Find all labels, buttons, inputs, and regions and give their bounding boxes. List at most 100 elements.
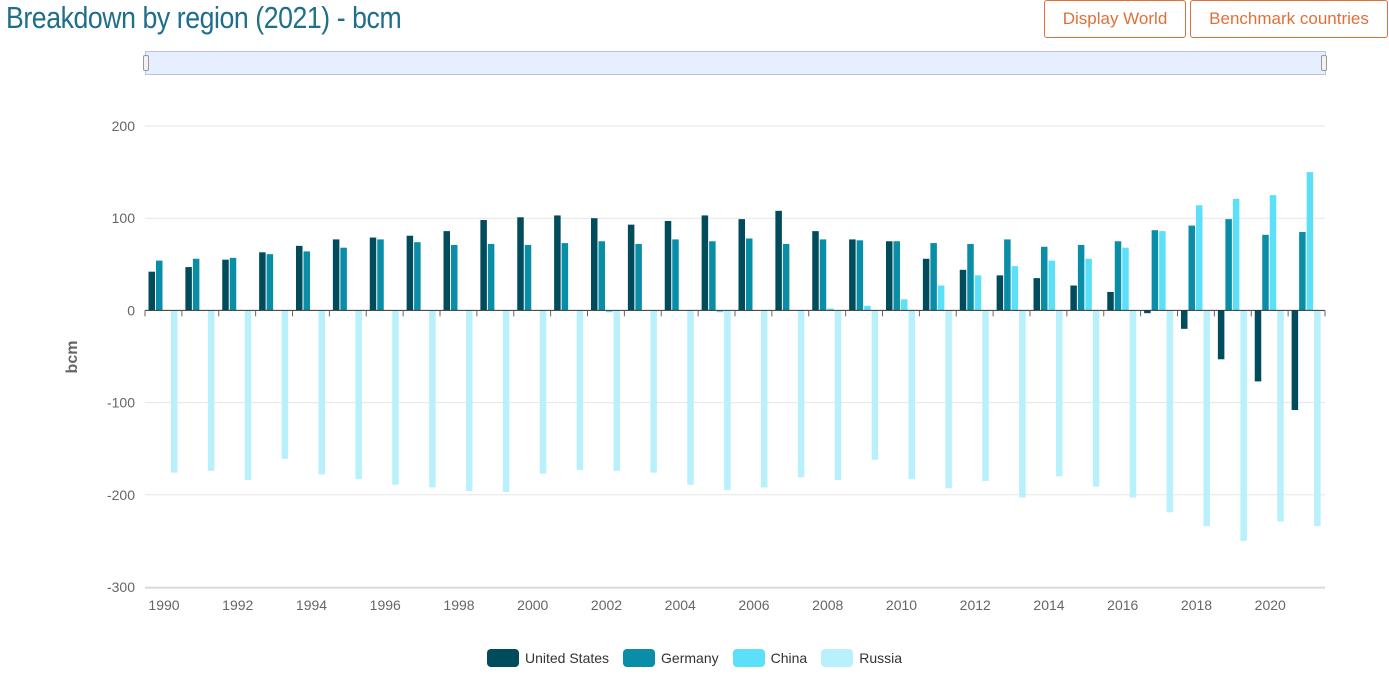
bar-germany-2007[interactable] xyxy=(782,244,790,311)
bar-united-states-2014[interactable] xyxy=(1033,278,1041,311)
bar-united-states-1995[interactable] xyxy=(332,239,340,311)
bar-germany-2014[interactable] xyxy=(1041,246,1048,311)
bar-united-states-1992[interactable] xyxy=(222,259,229,311)
bar-russia-2019[interactable] xyxy=(1240,310,1247,541)
bar-china-2005[interactable] xyxy=(716,310,724,313)
bar-united-states-2002[interactable] xyxy=(591,218,598,311)
bar-germany-2001[interactable] xyxy=(561,243,569,311)
bar-russia-1992[interactable] xyxy=(244,310,252,481)
bar-united-states-1996[interactable] xyxy=(369,237,377,311)
bar-germany-2021[interactable] xyxy=(1299,232,1306,311)
benchmark-countries-button[interactable]: Benchmark countries xyxy=(1190,0,1388,38)
bar-china-2010[interactable] xyxy=(901,299,908,311)
legend-item-russia[interactable]: Russia xyxy=(821,649,902,667)
bar-china-2014[interactable] xyxy=(1048,260,1056,311)
bar-russia-2017[interactable] xyxy=(1166,310,1174,513)
bar-germany-2008[interactable] xyxy=(819,239,827,311)
bar-united-states-2005[interactable] xyxy=(701,215,709,311)
bar-united-states-2007[interactable] xyxy=(775,210,782,311)
bar-united-states-2003[interactable] xyxy=(627,224,635,311)
bar-united-states-2011[interactable] xyxy=(922,258,930,311)
bar-russia-2000[interactable] xyxy=(539,310,547,474)
bar-united-states-1990[interactable] xyxy=(148,271,156,311)
bar-china-2013[interactable] xyxy=(1011,266,1019,311)
bar-russia-2010[interactable] xyxy=(908,310,916,480)
bar-united-states-2012[interactable] xyxy=(959,269,967,311)
bar-germany-1990[interactable] xyxy=(156,260,163,311)
navigator-left-handle[interactable] xyxy=(143,55,149,71)
bar-germany-2002[interactable] xyxy=(598,241,606,311)
bar-russia-2002[interactable] xyxy=(613,310,621,471)
bar-united-states-2020[interactable] xyxy=(1254,310,1262,382)
bar-germany-2000[interactable] xyxy=(524,244,532,311)
bar-germany-1997[interactable] xyxy=(414,242,421,311)
legend-item-china[interactable]: China xyxy=(732,649,807,667)
bar-germany-1995[interactable] xyxy=(340,247,347,311)
bar-germany-2016[interactable] xyxy=(1114,241,1122,311)
bar-united-states-2008[interactable] xyxy=(812,231,819,311)
bar-united-states-2021[interactable] xyxy=(1291,310,1299,410)
bar-china-2016[interactable] xyxy=(1122,247,1129,311)
bar-germany-2006[interactable] xyxy=(746,238,753,311)
bar-russia-2013[interactable] xyxy=(1019,310,1026,498)
bar-united-states-2019[interactable] xyxy=(1217,310,1225,360)
bar-russia-1991[interactable] xyxy=(207,310,215,471)
bar-united-states-1993[interactable] xyxy=(259,252,266,311)
bar-russia-1996[interactable] xyxy=(392,310,399,485)
bar-germany-1996[interactable] xyxy=(377,239,384,311)
bar-china-2011[interactable] xyxy=(937,285,945,311)
bar-russia-2011[interactable] xyxy=(945,310,952,489)
bar-russia-2014[interactable] xyxy=(1056,310,1063,477)
bar-russia-2020[interactable] xyxy=(1277,310,1284,522)
bar-germany-2015[interactable] xyxy=(1077,244,1085,311)
bar-united-states-2017[interactable] xyxy=(1144,310,1151,314)
bar-united-states-2015[interactable] xyxy=(1070,285,1077,311)
bar-germany-2020[interactable] xyxy=(1262,234,1269,311)
bar-united-states-2010[interactable] xyxy=(886,241,893,311)
bar-russia-2005[interactable] xyxy=(724,310,731,491)
bar-russia-2021[interactable] xyxy=(1314,310,1321,527)
bar-china-2019[interactable] xyxy=(1232,198,1240,311)
bar-germany-1993[interactable] xyxy=(266,254,274,311)
bar-germany-1991[interactable] xyxy=(192,258,200,311)
bar-germany-2018[interactable] xyxy=(1188,225,1196,311)
bar-germany-2004[interactable] xyxy=(672,239,679,311)
bar-russia-1990[interactable] xyxy=(171,310,178,473)
bar-united-states-1998[interactable] xyxy=(443,231,451,311)
bar-russia-2008[interactable] xyxy=(834,310,842,481)
bar-united-states-2004[interactable] xyxy=(664,220,672,311)
bar-russia-2004[interactable] xyxy=(687,310,694,485)
navigator-right-handle[interactable] xyxy=(1321,55,1327,71)
bar-united-states-2009[interactable] xyxy=(849,239,856,311)
bar-russia-1995[interactable] xyxy=(355,310,362,480)
bar-china-2002[interactable] xyxy=(606,310,613,313)
bar-russia-1997[interactable] xyxy=(429,310,436,488)
bar-russia-2016[interactable] xyxy=(1129,310,1137,498)
bar-russia-1999[interactable] xyxy=(502,310,510,493)
bar-germany-2019[interactable] xyxy=(1225,219,1232,311)
range-navigator[interactable] xyxy=(145,51,1326,75)
bar-russia-1998[interactable] xyxy=(466,310,473,492)
bar-germany-2013[interactable] xyxy=(1004,239,1011,311)
bar-china-2017[interactable] xyxy=(1159,231,1166,311)
bar-united-states-2001[interactable] xyxy=(554,215,561,311)
bar-united-states-1999[interactable] xyxy=(480,220,487,311)
bar-russia-2015[interactable] xyxy=(1092,310,1100,487)
bar-russia-2012[interactable] xyxy=(982,310,989,481)
bar-germany-2005[interactable] xyxy=(709,241,716,311)
bar-china-2015[interactable] xyxy=(1085,258,1092,311)
bar-germany-2011[interactable] xyxy=(930,243,937,311)
bar-germany-2012[interactable] xyxy=(967,244,974,311)
bar-china-2018[interactable] xyxy=(1196,205,1203,311)
bar-russia-2018[interactable] xyxy=(1203,310,1211,527)
bar-united-states-2018[interactable] xyxy=(1181,310,1188,329)
bar-russia-2006[interactable] xyxy=(761,310,768,488)
bar-russia-2007[interactable] xyxy=(797,310,805,478)
bar-united-states-2006[interactable] xyxy=(738,219,746,311)
bar-germany-1998[interactable] xyxy=(451,244,458,311)
bar-germany-2017[interactable] xyxy=(1151,230,1159,311)
bar-united-states-1994[interactable] xyxy=(296,245,303,311)
bar-united-states-2013[interactable] xyxy=(996,275,1004,311)
bar-russia-2009[interactable] xyxy=(871,310,879,460)
legend-item-united-states[interactable]: United States xyxy=(486,649,609,667)
